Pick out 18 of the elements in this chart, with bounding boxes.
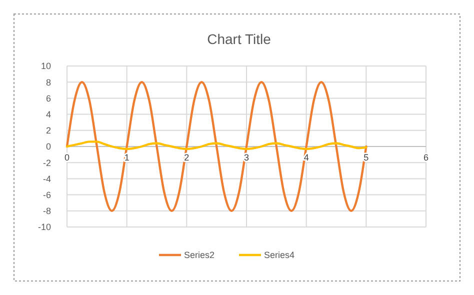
y-tick-label: -8	[42, 206, 51, 216]
y-tick-label: -10	[38, 222, 51, 232]
line-series	[66, 81, 368, 212]
y-tick-label: 0	[46, 142, 51, 152]
chart-title: Chart Title	[207, 31, 272, 47]
y-tick-label: 4	[46, 109, 51, 120]
y-tick-label: 6	[46, 93, 51, 104]
y-tick-label: 2	[46, 126, 51, 136]
x-tick-label: 0	[64, 152, 70, 162]
legend-label: Series4	[264, 250, 295, 260]
line-series	[66, 140, 368, 150]
y-tick-label: 8	[46, 77, 51, 88]
legend-label: Series2	[184, 250, 215, 260]
y-tick-label: 10	[40, 61, 51, 72]
y-tick-label: -6	[42, 190, 51, 200]
x-tick-label: 6	[423, 152, 429, 162]
y-tick-label: -4	[42, 174, 51, 184]
y-tick-label: -2	[42, 158, 51, 168]
